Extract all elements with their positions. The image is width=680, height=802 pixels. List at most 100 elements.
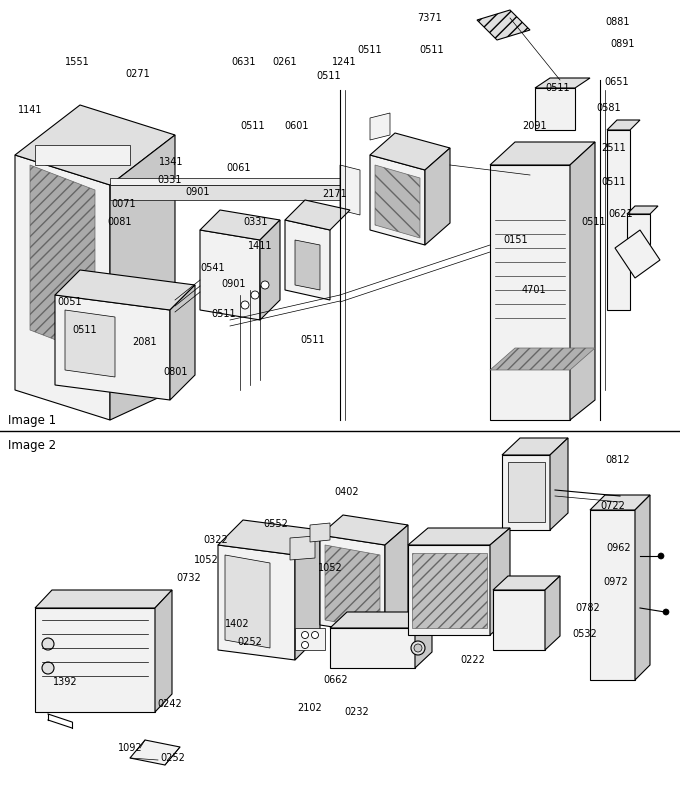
Polygon shape — [490, 165, 570, 420]
Text: 2081: 2081 — [133, 337, 157, 347]
Circle shape — [261, 281, 269, 289]
Polygon shape — [15, 155, 110, 420]
Text: 1241: 1241 — [332, 57, 356, 67]
Text: 0511: 0511 — [358, 45, 382, 55]
Polygon shape — [385, 525, 408, 635]
Text: 0801: 0801 — [164, 367, 188, 377]
Circle shape — [663, 609, 669, 615]
Polygon shape — [325, 545, 380, 630]
Text: 0261: 0261 — [273, 57, 297, 67]
Polygon shape — [535, 78, 590, 88]
Circle shape — [241, 301, 249, 309]
Text: 0051: 0051 — [58, 297, 82, 307]
Polygon shape — [490, 142, 595, 165]
Text: 0252: 0252 — [160, 753, 186, 763]
Circle shape — [658, 553, 664, 559]
Text: 0511: 0511 — [241, 121, 265, 131]
Polygon shape — [508, 462, 545, 522]
Text: 0662: 0662 — [324, 675, 348, 685]
Circle shape — [42, 662, 54, 674]
Text: 0901: 0901 — [186, 187, 210, 197]
Text: 1052: 1052 — [194, 555, 218, 565]
Text: 0232: 0232 — [345, 707, 369, 717]
Polygon shape — [535, 88, 575, 130]
Text: 0511: 0511 — [317, 71, 341, 81]
Polygon shape — [502, 438, 568, 455]
Polygon shape — [35, 608, 155, 712]
Text: 2091: 2091 — [523, 121, 547, 131]
Polygon shape — [110, 178, 350, 185]
Circle shape — [251, 291, 259, 299]
Polygon shape — [607, 130, 630, 310]
Text: 2511: 2511 — [602, 143, 626, 153]
Text: 0511: 0511 — [545, 83, 571, 93]
Polygon shape — [627, 214, 650, 244]
Text: 1392: 1392 — [52, 677, 78, 687]
Text: 0271: 0271 — [126, 69, 150, 79]
Polygon shape — [607, 120, 640, 130]
Text: 0222: 0222 — [460, 655, 486, 665]
Text: 0331: 0331 — [158, 175, 182, 185]
Polygon shape — [615, 230, 660, 278]
Text: 0322: 0322 — [203, 535, 228, 545]
Polygon shape — [550, 438, 568, 530]
Text: 0511: 0511 — [581, 217, 607, 227]
Polygon shape — [590, 510, 635, 680]
Polygon shape — [110, 135, 175, 420]
Polygon shape — [285, 200, 350, 230]
Polygon shape — [260, 220, 280, 320]
Text: 0601: 0601 — [285, 121, 309, 131]
Polygon shape — [493, 590, 545, 650]
Polygon shape — [35, 590, 172, 608]
Polygon shape — [200, 230, 260, 320]
Text: 7371: 7371 — [418, 13, 443, 23]
Polygon shape — [545, 576, 560, 650]
Circle shape — [414, 644, 422, 652]
Polygon shape — [155, 590, 172, 712]
Text: 1402: 1402 — [224, 619, 250, 629]
Polygon shape — [408, 545, 490, 635]
Polygon shape — [375, 165, 420, 238]
Text: 1341: 1341 — [158, 157, 183, 167]
Text: 0511: 0511 — [73, 325, 97, 335]
Polygon shape — [295, 628, 325, 650]
Text: 0782: 0782 — [576, 603, 600, 613]
Text: 0252: 0252 — [237, 637, 262, 647]
Polygon shape — [330, 612, 432, 628]
Polygon shape — [285, 220, 330, 300]
Text: 0812: 0812 — [606, 455, 630, 465]
Polygon shape — [310, 523, 330, 542]
Text: 1092: 1092 — [118, 743, 142, 753]
Text: 0651: 0651 — [605, 77, 629, 87]
Text: Image 2: Image 2 — [8, 439, 56, 452]
Text: 0541: 0541 — [201, 263, 225, 273]
Text: 0511: 0511 — [420, 45, 444, 55]
Polygon shape — [35, 145, 130, 165]
Polygon shape — [55, 270, 195, 310]
Text: 0081: 0081 — [107, 217, 132, 227]
Polygon shape — [415, 612, 432, 668]
Text: 0061: 0061 — [226, 163, 251, 173]
Text: 0722: 0722 — [600, 501, 626, 511]
Text: 0581: 0581 — [596, 103, 622, 113]
Polygon shape — [65, 310, 115, 377]
Circle shape — [42, 638, 54, 650]
Polygon shape — [30, 165, 95, 355]
Text: 1141: 1141 — [18, 105, 42, 115]
Text: 0511: 0511 — [301, 335, 325, 345]
Circle shape — [411, 641, 425, 655]
Polygon shape — [218, 545, 295, 660]
Text: 0242: 0242 — [158, 699, 182, 709]
Polygon shape — [635, 495, 650, 680]
Text: 0732: 0732 — [177, 573, 201, 583]
Polygon shape — [408, 528, 510, 545]
Text: 0511: 0511 — [602, 177, 626, 187]
Text: 1052: 1052 — [318, 563, 342, 573]
Polygon shape — [370, 113, 390, 140]
Polygon shape — [490, 348, 595, 370]
Polygon shape — [330, 628, 415, 668]
Polygon shape — [15, 105, 175, 185]
Text: Image 1: Image 1 — [8, 415, 56, 427]
Text: 0402: 0402 — [335, 487, 359, 497]
Polygon shape — [370, 133, 450, 170]
